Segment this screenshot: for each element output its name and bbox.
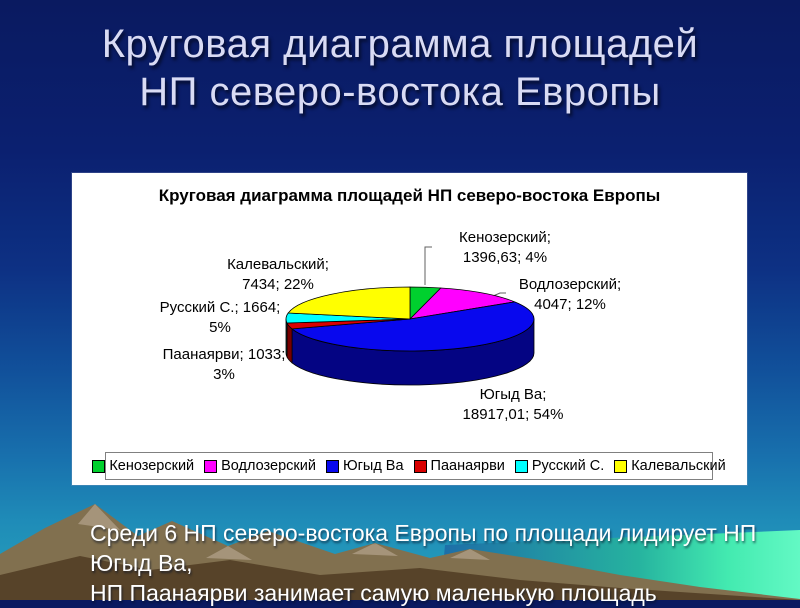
legend-swatch-icon [614, 459, 628, 473]
pie-slice-Калевальский [287, 286, 411, 320]
data-label-russky-s: Русский С.; 1664; 5% [130, 298, 310, 338]
legend-label: Водлозерский [221, 458, 316, 474]
data-label-kenozersky: Кенозерский; 1396,63; 4% [420, 228, 590, 268]
slide-caption: Среди 6 НП северо-востока Европы по площ… [90, 518, 780, 608]
legend-swatch-icon [514, 459, 528, 473]
data-label-yugyd-va: Югыд Ва; 18917,01; 54% [423, 385, 603, 425]
legend-label: Кенозерский [109, 458, 195, 474]
pie-slice-Водлозерский [409, 287, 516, 320]
slide-title-line1: Круговая диаграмма площадей [101, 22, 699, 66]
data-label-line: Паанаярви; 1033; [162, 346, 286, 363]
legend-swatch-icon [204, 459, 218, 473]
chart-legend: Кенозерский Водлозерский Югыд Ва Паанаярви Р… [92, 452, 726, 480]
legend-swatch-icon [325, 459, 339, 473]
pie-chart-panel: Круговая диаграмма площадей НП северо-во… [72, 173, 747, 485]
slide-title: Круговая диаграмма площадей НП северо-во… [0, 20, 800, 116]
data-label-line: 3% [213, 366, 235, 383]
legend-item-Паанаярви: Паанаярви [413, 458, 505, 474]
data-label-line: Калевальский; [227, 256, 329, 273]
data-label-line: 18917,01; 54% [462, 406, 564, 423]
chart-title: Круговая диаграмма площадей НП северо-во… [158, 186, 661, 205]
background-landscape-graphic [0, 504, 800, 600]
legend-item-Калевальский: Калевальский [614, 458, 726, 474]
legend-label: Калевальский [631, 458, 726, 474]
data-label-kalevalsky: Калевальский; 7434; 22% [193, 255, 363, 295]
data-label-line: Югыд Ва; [479, 386, 547, 403]
pie-slice-Югыд Ва [291, 301, 535, 352]
data-label-line: 4047; 12% [534, 296, 606, 313]
legend-item-Русский С.: Русский С. [514, 458, 605, 474]
data-label-line: 5% [209, 319, 231, 336]
data-label-paanajarvi: Паанаярви; 1033; 3% [134, 345, 314, 385]
data-label-line: 7434; 22% [242, 276, 314, 293]
legend-label: Русский С. [531, 458, 605, 474]
caption-line1: Среди 6 НП северо-востока Европы по площ… [90, 520, 757, 576]
mountain-highlight-3 [352, 543, 398, 556]
legend-item-Кенозерский: Кенозерский [92, 458, 194, 474]
mountain-highlight-2 [206, 546, 252, 560]
legend-label: Паанаярви [430, 458, 505, 474]
pie-chart-3d [285, 246, 535, 386]
data-label-line: 1396,63; 4% [462, 249, 548, 266]
leader-line-kenozersky [424, 246, 432, 285]
data-label-line: Водлозерский; [518, 276, 622, 293]
legend-swatch-icon [92, 459, 106, 473]
mountain-highlight-4 [450, 549, 490, 560]
legend-item-Водлозерский: Водлозерский [204, 458, 316, 474]
slide-title-line2: НП северо-востока Европы [139, 70, 661, 114]
data-label-line: Русский С.; 1664; [159, 299, 281, 316]
mountain-shadow-base [0, 556, 800, 600]
legend-label: Югыд Ва [342, 458, 404, 474]
mountain-highlight-1 [78, 504, 120, 530]
data-label-line: Кенозерский; [459, 229, 551, 246]
caption-line2: НП Паанаярви занимает самую маленькую пл… [90, 580, 657, 606]
legend-item-Югыд Ва: Югыд Ва [325, 458, 404, 474]
data-label-vodlozersky: Водлозерский; 4047; 12% [485, 275, 655, 315]
legend-swatch-icon [413, 459, 427, 473]
